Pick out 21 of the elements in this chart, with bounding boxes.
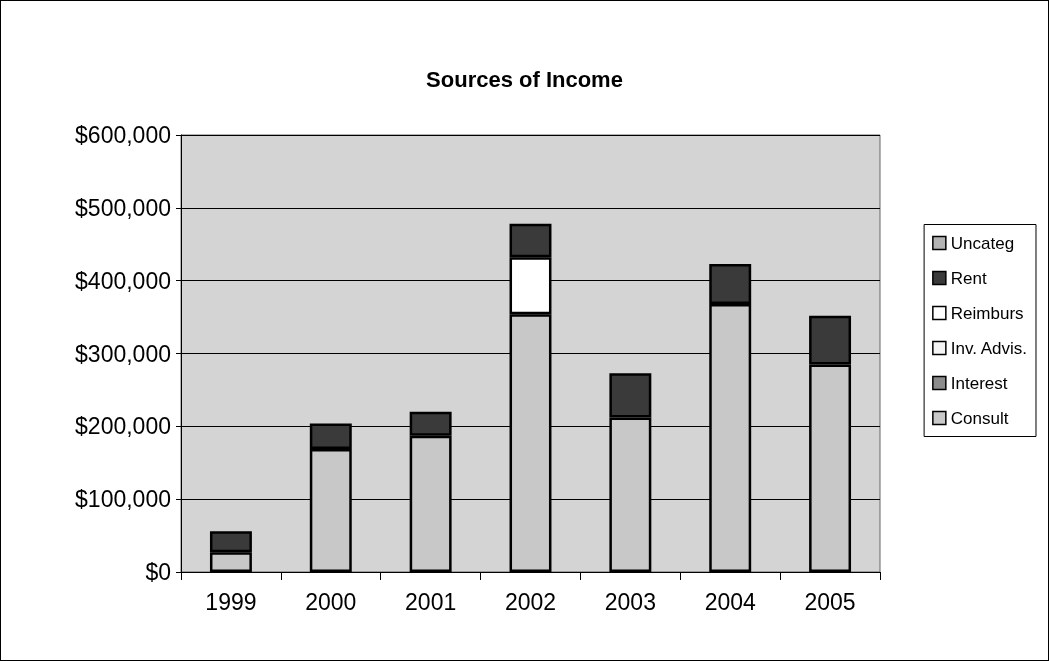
legend-label: Inv. Advis. <box>950 338 1028 358</box>
x-tick-label: 2003 <box>604 588 656 615</box>
legend-label: Interest <box>950 373 1008 393</box>
legend-label: Reimburs <box>950 303 1024 323</box>
x-tick-label: 2002 <box>504 588 557 615</box>
legend-label: Rent <box>950 268 988 288</box>
legend-label: Consult <box>950 408 1009 428</box>
x-tick-label: 2000 <box>305 588 357 615</box>
y-tick-label: $0 <box>145 559 171 585</box>
legend-label: Uncateg <box>950 233 1015 253</box>
x-tick-label: 1999 <box>205 588 257 615</box>
y-tick-label: $300,000 <box>75 340 171 367</box>
x-tick-label: 2005 <box>804 588 856 615</box>
x-tick-label: 2001 <box>405 588 457 615</box>
y-tick-label: $500,000 <box>75 194 171 221</box>
x-tick-label: 2004 <box>704 588 756 615</box>
y-tick-label: $200,000 <box>75 413 171 440</box>
y-tick-label: $100,000 <box>75 486 171 513</box>
chart-title: Sources of Income <box>426 66 623 92</box>
y-tick-label: $400,000 <box>75 267 171 294</box>
y-tick-label: $600,000 <box>75 122 171 148</box>
